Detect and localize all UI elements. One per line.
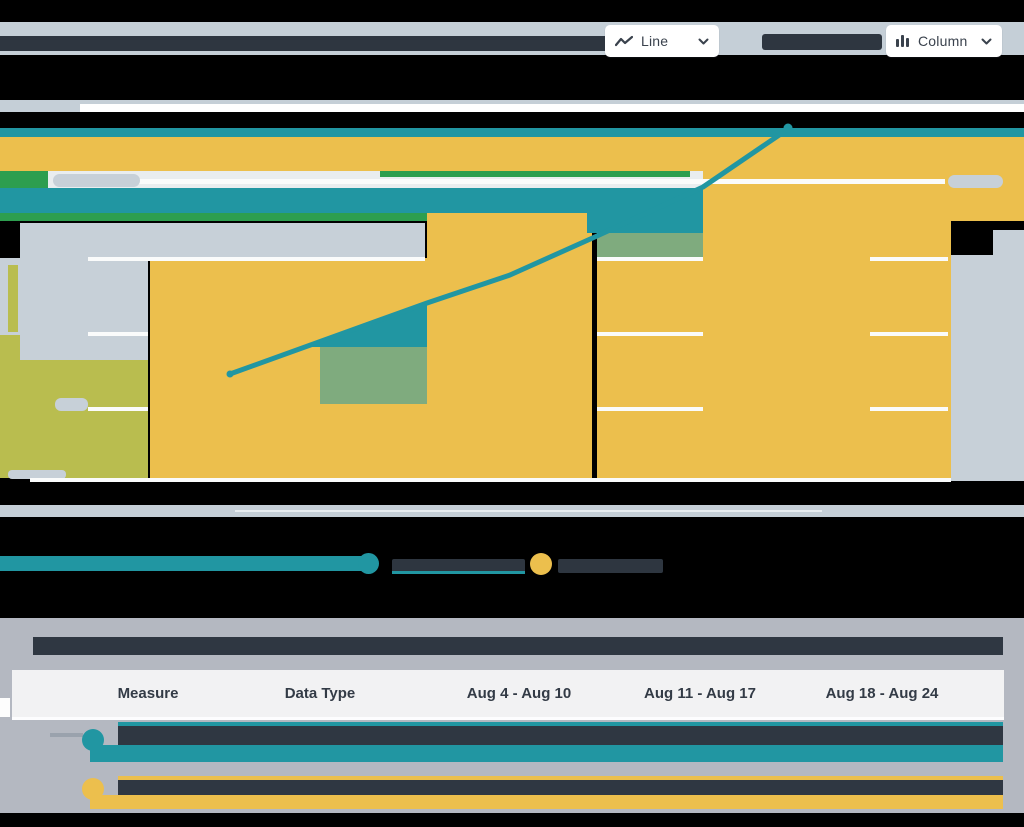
redaction-olive-3: [20, 360, 148, 478]
y-axis-label-redaction-2: [55, 398, 88, 411]
redaction-gray-right-2: [951, 255, 1024, 481]
legend-label-2-redacted[interactable]: [558, 559, 663, 573]
row2-yellow-bar: [90, 795, 1003, 809]
line-type-select[interactable]: Line: [605, 25, 719, 57]
table-header-measure: Measure: [117, 685, 179, 702]
table-left-sliver: [0, 698, 10, 717]
gridline-2a: [88, 257, 425, 261]
teal-band-top: [0, 128, 1024, 137]
row1-connector-line: [50, 733, 83, 737]
green-column-b: [597, 233, 703, 257]
redaction-olive-sliver: [8, 265, 18, 332]
legend-marker-2[interactable]: [530, 553, 552, 575]
right-label-redaction-1: [948, 175, 1003, 188]
green-column-a: [320, 346, 427, 404]
gridline-2b: [597, 257, 703, 261]
sub-band-white-strip: [80, 104, 1024, 112]
row2-top-sliver: [118, 776, 1003, 780]
redaction-olive-2: [0, 335, 20, 478]
table-header-week-3: Aug 18 - Aug 24: [825, 685, 939, 702]
column-chart-icon: [896, 34, 910, 48]
toolbar-redacted-label-2: [762, 34, 882, 50]
y-axis-label-redaction-3: [8, 470, 66, 479]
table-header-row: Measure Data Type Aug 4 - Aug 10 Aug 11 …: [12, 670, 1004, 720]
x-axis-line: [30, 478, 951, 482]
gridline-2c: [870, 257, 948, 261]
green-block-left: [0, 171, 48, 188]
toolbar-redacted-label: [0, 36, 608, 51]
table-header-data-type: Data Type: [284, 685, 356, 702]
row2-values-redacted: [118, 780, 1003, 795]
column-type-select[interactable]: Column: [886, 25, 1002, 57]
y-axis-label-redaction-1: [53, 174, 140, 187]
gridline-1: [88, 179, 945, 184]
redaction-gray-wide: [20, 223, 425, 258]
table-title-redacted: [33, 637, 1003, 655]
green-strip-mid: [380, 171, 690, 177]
line-chart-icon: [615, 35, 633, 48]
chevron-down-icon: [981, 38, 992, 45]
gridline-3b: [597, 332, 703, 336]
gridline-3a: [88, 332, 148, 336]
table-header-week-1: Aug 4 - Aug 10: [466, 685, 572, 702]
legend-marker-1[interactable]: [358, 553, 379, 574]
line-fill-block: [587, 213, 703, 233]
x-axis-label-line: [235, 510, 822, 512]
gridline-4a: [88, 407, 148, 411]
gridline-3c: [870, 332, 948, 336]
redaction-gray-left: [0, 258, 148, 360]
chevron-down-icon: [698, 38, 709, 45]
row1-teal-bar: [90, 745, 1003, 762]
legend-teal-band: [0, 556, 378, 571]
green-strip-2: [0, 213, 427, 221]
legend-label-1-redacted[interactable]: [392, 559, 525, 573]
table-header-week-2: Aug 11 - Aug 17: [644, 685, 756, 702]
teal-band-2: [0, 188, 703, 213]
column-type-label: Column: [918, 33, 968, 49]
gridline-4b: [597, 407, 703, 411]
row2-series-marker: [82, 778, 104, 800]
row1-top-sliver: [118, 722, 1003, 726]
column-bar-2: [427, 213, 592, 481]
gridline-4c: [870, 407, 948, 411]
legend-underline-1: [392, 571, 525, 574]
line-type-label: Line: [641, 33, 669, 49]
row1-values-redacted: [118, 726, 1003, 745]
